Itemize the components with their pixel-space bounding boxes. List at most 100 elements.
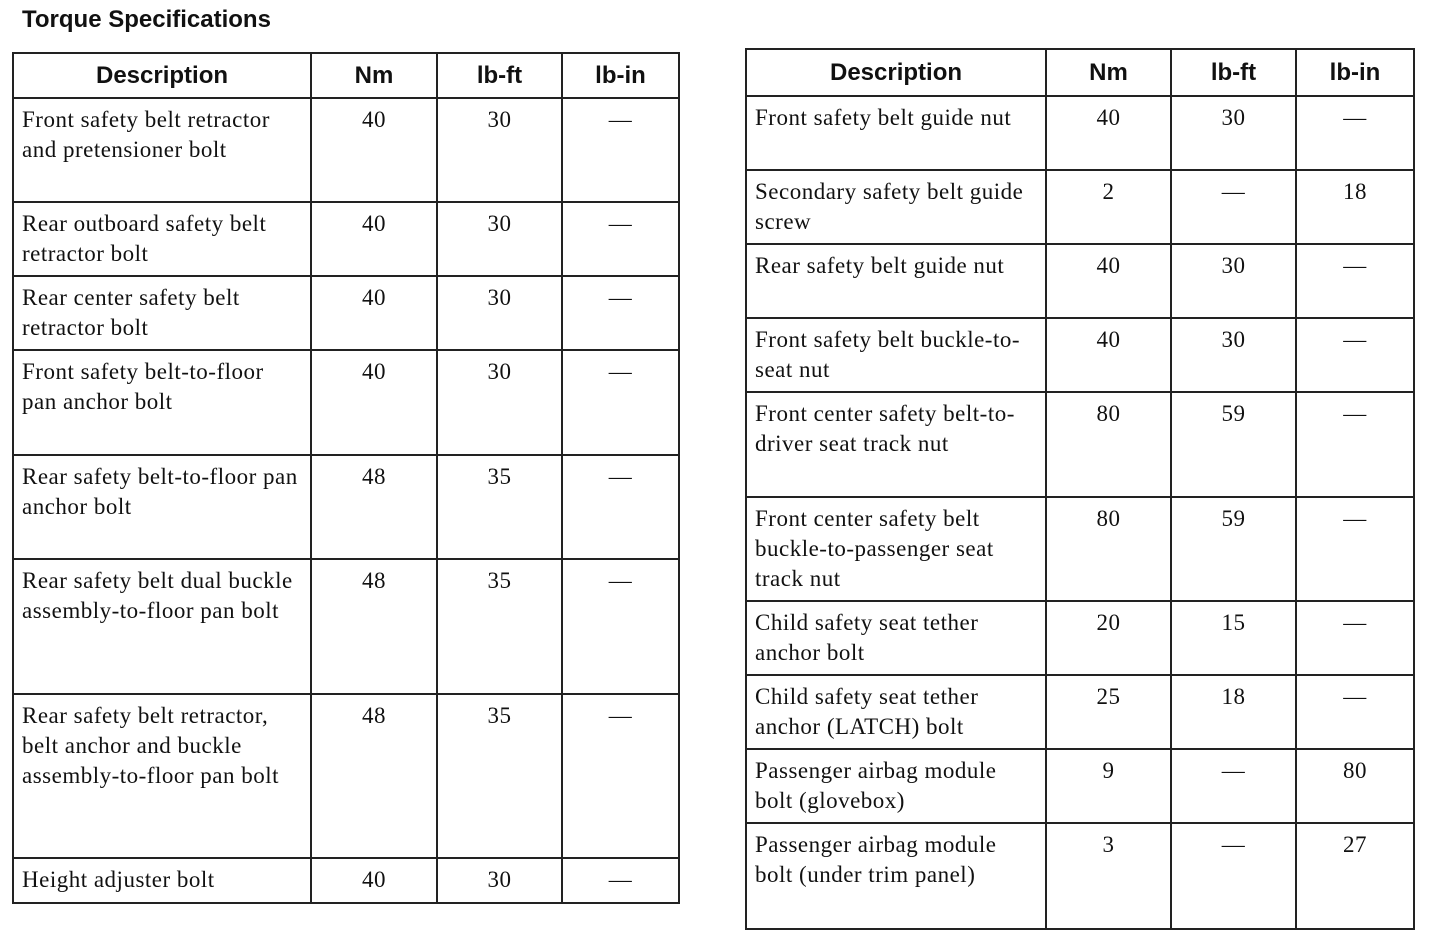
- lbft-cell: 15: [1170, 600, 1297, 676]
- lbin-cell: —: [561, 275, 680, 351]
- page-title: Torque Specifications: [22, 6, 271, 33]
- table-row: Rear safety belt retractor, belt anchor …: [12, 693, 680, 859]
- header-lbft: lb-ft: [1170, 48, 1297, 97]
- header-nm: Nm: [310, 52, 438, 99]
- header-lbin: lb-in: [1295, 48, 1415, 97]
- lbft-cell: 35: [436, 558, 563, 695]
- lbin-cell: —: [1295, 317, 1415, 393]
- table-row: Child safety seat tether anchor bolt 20 15…: [745, 600, 1415, 676]
- description-cell: Rear safety belt guide nut: [745, 243, 1047, 319]
- description-cell: Rear safety belt dual buckle assembly-to…: [12, 558, 312, 695]
- description-cell: Front safety belt guide nut: [745, 95, 1047, 171]
- lbft-cell: 30: [1170, 95, 1297, 171]
- header-description: Description: [12, 52, 312, 99]
- table-row: Front center safety belt buckle-to-passe…: [745, 496, 1415, 602]
- lbft-cell: —: [1170, 822, 1297, 930]
- table-row: Rear safety belt-to-floor pan anchor bol…: [12, 454, 680, 560]
- description-cell: Front safety belt retractor and pretensi…: [12, 97, 312, 203]
- nm-cell: 40: [1045, 243, 1172, 319]
- lbft-cell: 30: [436, 857, 563, 904]
- description-cell: Front safety belt buckle-to-seat nut: [745, 317, 1047, 393]
- lbft-cell: 35: [436, 693, 563, 859]
- nm-cell: 40: [310, 857, 438, 904]
- lbft-cell: 35: [436, 454, 563, 560]
- lbin-cell: —: [561, 349, 680, 456]
- lbin-cell: —: [561, 454, 680, 560]
- nm-cell: 40: [310, 201, 438, 277]
- nm-cell: 20: [1045, 600, 1172, 676]
- lbin-cell: 18: [1295, 169, 1415, 245]
- table-row: Rear safety belt dual buckle assembly-to…: [12, 558, 680, 695]
- header-lbin: lb-in: [561, 52, 680, 99]
- table-row: Rear center safety belt retractor bolt 40…: [12, 275, 680, 351]
- nm-cell: 40: [1045, 95, 1172, 171]
- description-cell: Child safety seat tether anchor bolt: [745, 600, 1047, 676]
- description-cell: Passenger airbag module bolt (under trim…: [745, 822, 1047, 930]
- description-cell: Rear safety belt-to-floor pan anchor bol…: [12, 454, 312, 560]
- table-row: Front safety belt-to-floor pan anchor bo…: [12, 349, 680, 456]
- torque-table-right: Description Nm lb-ft lb-in Front safety …: [745, 48, 1415, 930]
- description-cell: Rear outboard safety belt retractor bolt: [12, 201, 312, 277]
- nm-cell: 48: [310, 693, 438, 859]
- description-cell: Rear safety belt retractor, belt anchor …: [12, 693, 312, 859]
- table-row: Front safety belt buckle-to-seat nut 40 30…: [745, 317, 1415, 393]
- description-cell: Height adjuster bolt: [12, 857, 312, 904]
- description-cell: Child safety seat tether anchor (LATCH) …: [745, 674, 1047, 750]
- table-row: Secondary safety belt guide screw 2—18: [745, 169, 1415, 245]
- lbft-cell: 59: [1170, 391, 1297, 498]
- table-row: Front safety belt retractor and pretensi…: [12, 97, 680, 203]
- header-description: Description: [745, 48, 1047, 97]
- lbft-cell: 30: [436, 97, 563, 203]
- lbft-cell: 59: [1170, 496, 1297, 602]
- table-row: Front safety belt guide nut 40 30—: [745, 95, 1415, 171]
- header-nm: Nm: [1045, 48, 1172, 97]
- table-row: Passenger airbag module bolt (under trim…: [745, 822, 1415, 930]
- lbin-cell: —: [561, 693, 680, 859]
- nm-cell: 40: [310, 275, 438, 351]
- lbin-cell: —: [561, 558, 680, 695]
- lbft-cell: 30: [1170, 243, 1297, 319]
- nm-cell: 80: [1045, 391, 1172, 498]
- description-cell: Front center safety belt buckle-to-passe…: [745, 496, 1047, 602]
- table-row: Passenger airbag module bolt (glovebox) 9…: [745, 748, 1415, 824]
- lbin-cell: —: [1295, 95, 1415, 171]
- nm-cell: 3: [1045, 822, 1172, 930]
- nm-cell: 40: [310, 349, 438, 456]
- lbin-cell: —: [561, 97, 680, 203]
- lbft-cell: 30: [1170, 317, 1297, 393]
- lbft-cell: —: [1170, 748, 1297, 824]
- description-cell: Rear center safety belt retractor bolt: [12, 275, 312, 351]
- lbin-cell: —: [561, 201, 680, 277]
- torque-table-left: Description Nm lb-ft lb-in Front safety …: [12, 52, 680, 904]
- lbft-cell: 30: [436, 201, 563, 277]
- nm-cell: 48: [310, 558, 438, 695]
- lbin-cell: —: [1295, 496, 1415, 602]
- nm-cell: 9: [1045, 748, 1172, 824]
- lbft-cell: 30: [436, 349, 563, 456]
- lbin-cell: —: [1295, 243, 1415, 319]
- lbin-cell: 80: [1295, 748, 1415, 824]
- table-row: Child safety seat tether anchor (LATCH) …: [745, 674, 1415, 750]
- lbft-cell: 30: [436, 275, 563, 351]
- lbin-cell: —: [1295, 600, 1415, 676]
- table-row: Rear outboard safety belt retractor bolt…: [12, 201, 680, 277]
- lbft-cell: —: [1170, 169, 1297, 245]
- description-cell: Passenger airbag module bolt (glovebox): [745, 748, 1047, 824]
- description-cell: Secondary safety belt guide screw: [745, 169, 1047, 245]
- header-lbft: lb-ft: [436, 52, 563, 99]
- nm-cell: 80: [1045, 496, 1172, 602]
- nm-cell: 2: [1045, 169, 1172, 245]
- lbin-cell: —: [1295, 391, 1415, 498]
- lbin-cell: 27: [1295, 822, 1415, 930]
- nm-cell: 48: [310, 454, 438, 560]
- nm-cell: 25: [1045, 674, 1172, 750]
- nm-cell: 40: [1045, 317, 1172, 393]
- table-row: Rear safety belt guide nut 40 30—: [745, 243, 1415, 319]
- description-cell: Front safety belt-to-floor pan anchor bo…: [12, 349, 312, 456]
- table-row: Height adjuster bolt 40 30—: [12, 857, 680, 904]
- lbin-cell: —: [1295, 674, 1415, 750]
- table-row: Front center safety belt-to-driver seat …: [745, 391, 1415, 498]
- lbft-cell: 18: [1170, 674, 1297, 750]
- lbin-cell: —: [561, 857, 680, 904]
- nm-cell: 40: [310, 97, 438, 203]
